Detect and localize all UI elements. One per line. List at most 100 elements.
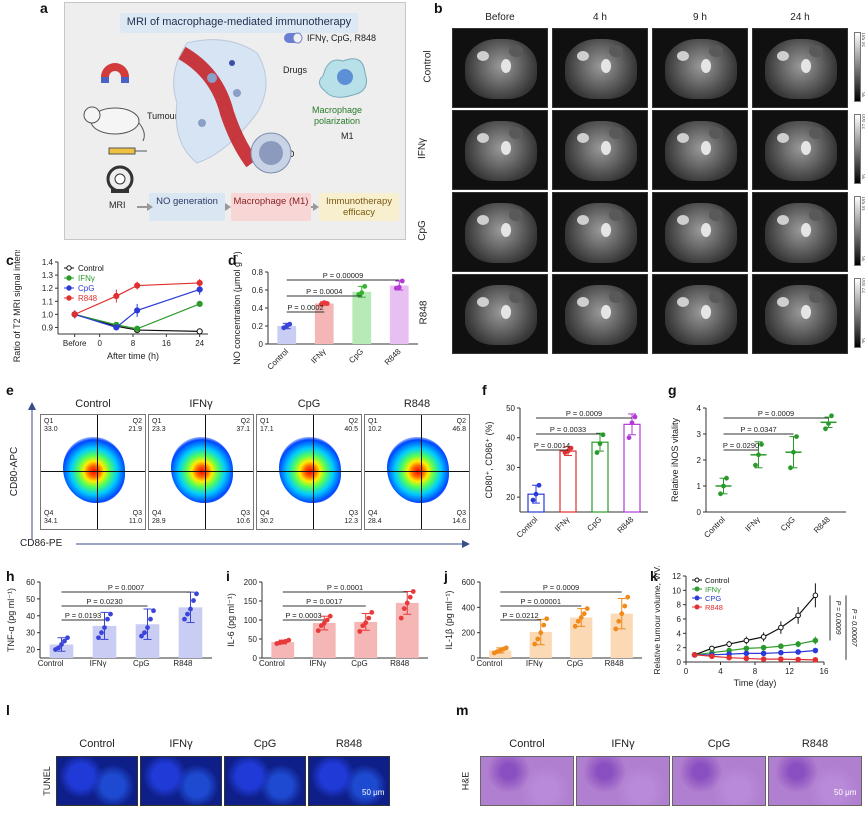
y-arrow-head xyxy=(28,402,36,410)
y-tick-label: 200 xyxy=(244,578,258,587)
scale-bar: 50 μm xyxy=(834,788,857,797)
x-tick-label: R848 xyxy=(173,659,193,668)
histology-row-label: H&E xyxy=(460,771,471,791)
quadrant-q2: Q2 40.5 xyxy=(344,418,358,433)
gate-line xyxy=(365,471,469,472)
panel-label-e: e xyxy=(6,382,14,398)
x-tick-label: 16 xyxy=(162,339,171,348)
macrophage-cell-icon xyxy=(319,58,367,98)
y-tick-label: 0.9 xyxy=(42,323,54,332)
y-tick-label: 0 xyxy=(259,340,264,349)
x-arrow-head xyxy=(462,540,470,548)
y-tick-label: 20 xyxy=(506,493,515,502)
panel-label-i: i xyxy=(226,568,230,584)
series-point xyxy=(812,657,819,663)
panel-e-flow: Control Q1 33.0 Q2 21.9 Q3 11.0 Q4 34.1 IFNγ Q1 23.… xyxy=(6,380,472,556)
legend-marker xyxy=(694,595,700,601)
x-tick-label: Control xyxy=(266,347,291,372)
series-line xyxy=(74,303,200,330)
data-point xyxy=(584,606,590,611)
significance-label: P = 0.0009 xyxy=(834,601,841,635)
y-axis-label: CD80⁺, CD86⁺ (%) xyxy=(484,421,494,498)
legend-marker xyxy=(694,577,700,583)
data-point xyxy=(530,497,536,503)
data-point xyxy=(185,611,190,617)
significance-label: P = 0.0193 xyxy=(65,611,101,620)
data-point xyxy=(759,442,764,447)
histology-column-header: IFNγ xyxy=(169,738,193,750)
box-no-generation: NO generation xyxy=(149,193,225,221)
gate-line xyxy=(257,471,361,472)
quadrant-q1: Q1 23.3 xyxy=(152,418,166,433)
gate-line xyxy=(313,415,314,529)
series-point xyxy=(691,652,698,658)
data-point xyxy=(826,421,831,426)
y-axis-label: Relative iNOS vitality xyxy=(670,417,680,502)
panel-m-he: Control IFNγ CpG R848 H&E 50 μm xyxy=(456,700,864,812)
x-tick-label: 8 xyxy=(131,339,136,348)
x-tick-label: Control xyxy=(259,659,285,668)
data-point xyxy=(139,633,144,639)
series-point xyxy=(196,279,203,287)
panel-label-l: l xyxy=(6,702,10,718)
series-line xyxy=(74,313,200,332)
chart-c: 0.9 1.0 1.1 1.2 1.3 1.4 Before 0 8 16 24 After time… xyxy=(12,250,208,362)
series-point xyxy=(795,641,801,647)
y-tick-label: 20 xyxy=(26,646,35,655)
histology-image xyxy=(308,756,390,806)
data-point xyxy=(404,600,410,606)
series-point xyxy=(778,656,784,662)
quadrant-q4: Q4 30.2 xyxy=(260,510,274,525)
data-point xyxy=(578,615,584,620)
data-point xyxy=(629,420,635,426)
bar xyxy=(135,624,160,658)
x-tick-label: 0 xyxy=(97,339,102,348)
bar xyxy=(314,303,334,344)
legend-label: R848 xyxy=(78,294,98,303)
chart-j: 0 200 400 600 IL-1β (pg ml⁻¹) Control IFNγ CpG R… xyxy=(444,578,642,668)
schematic-title: MRI of macrophage-mediated immunotherapy xyxy=(120,13,358,33)
data-point xyxy=(357,629,363,634)
legend-marker xyxy=(66,275,72,281)
gate-line xyxy=(421,415,422,529)
mri-label: MRI xyxy=(109,200,126,210)
mri-image xyxy=(752,110,848,190)
y-tick-label: 30 xyxy=(26,629,35,638)
panel-label-a: a xyxy=(40,0,48,16)
y-tick-label: 40 xyxy=(506,434,515,443)
data-point xyxy=(105,616,110,622)
data-point xyxy=(600,432,606,438)
tumour-illustration xyxy=(173,39,267,168)
data-point xyxy=(327,613,333,619)
y-tick-label: 50 xyxy=(26,595,35,604)
bar xyxy=(591,441,609,513)
data-point xyxy=(360,623,366,629)
x-tick-label: 0 xyxy=(684,667,689,676)
x-tick-label: Before xyxy=(63,339,87,348)
colorbar xyxy=(854,278,861,348)
mri-image xyxy=(452,110,548,190)
data-point xyxy=(396,284,402,290)
series-point xyxy=(795,612,801,619)
y-tick-label: 0 xyxy=(471,654,476,663)
histology-image xyxy=(768,756,862,806)
significance-label: P = 0.00009 xyxy=(323,271,364,280)
series-line xyxy=(694,654,816,661)
mri-image xyxy=(452,192,548,272)
series-line xyxy=(694,594,816,656)
histology-image xyxy=(56,756,138,806)
significance-label: P = 0.00001 xyxy=(520,597,561,606)
legend-marker xyxy=(66,285,72,291)
flow-arrows xyxy=(137,203,319,211)
mri-image xyxy=(752,274,848,354)
capsule-icon xyxy=(284,32,303,44)
x-tick-label: CpG xyxy=(351,659,367,668)
data-point xyxy=(145,625,150,630)
y-tick-label: 12 xyxy=(672,572,681,581)
data-point xyxy=(829,413,834,419)
data-point xyxy=(399,278,405,284)
x-tick-label: Control xyxy=(476,659,502,668)
series-point xyxy=(71,311,78,318)
data-point xyxy=(753,462,758,468)
